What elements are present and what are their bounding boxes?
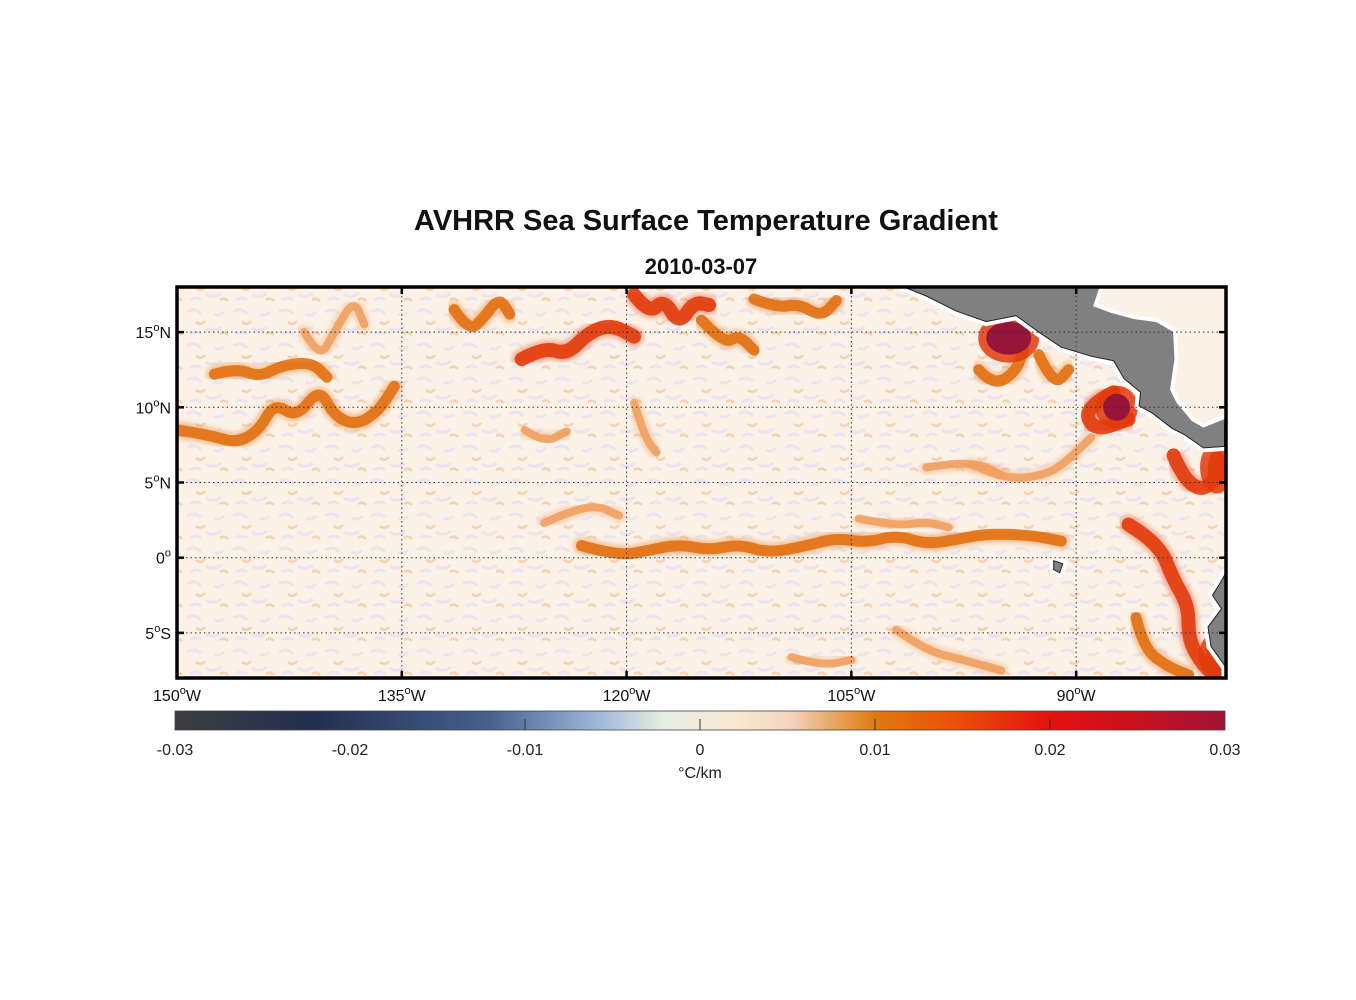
colorbar-tick-label: -0.03 — [157, 742, 194, 759]
colorbar-tick-label: -0.02 — [332, 742, 369, 759]
temperature-front — [540, 503, 624, 528]
temperature-front — [854, 514, 953, 532]
graticule — [177, 287, 1226, 678]
gradient-hotspot — [1103, 393, 1131, 421]
temperature-front — [748, 293, 842, 319]
colorbar-tick-label: 0.03 — [1209, 742, 1240, 759]
map-layers — [177, 287, 1226, 678]
caribbean-water — [1093, 287, 1226, 428]
temperature-front — [922, 459, 1006, 479]
temperature-front — [177, 380, 400, 447]
colorbar-tick-label: -0.01 — [507, 742, 544, 759]
temperature-front — [696, 314, 760, 356]
lon-tick-label: 105oW — [827, 685, 876, 705]
temperature-front — [892, 625, 1006, 675]
lon-tick-label: 90oW — [1057, 685, 1097, 705]
colorbar: -0.03 -0.02 -0.01 0 0.01 0.02 0.03 °C/km — [157, 710, 1241, 782]
temperature-front — [973, 344, 1030, 387]
temperature-front — [520, 425, 571, 444]
temperature-front — [576, 528, 1067, 560]
chart-title: AVHRR Sea Surface Temperature Gradient — [414, 205, 998, 237]
temperature-front — [448, 296, 516, 332]
lon-tick-label: 120oW — [603, 685, 652, 705]
temperature-front — [630, 398, 661, 457]
land-galapagos — [1053, 560, 1064, 574]
colorbar-unit-label: °C/km — [678, 765, 722, 782]
lat-tick-label: 5oS — [145, 623, 171, 643]
temperature-front — [1130, 612, 1194, 678]
lat-tick-label: 5oN — [144, 473, 171, 493]
temperature-front — [300, 302, 369, 355]
temperature-front — [1033, 349, 1075, 386]
colorbar-tick-label: 0.01 — [859, 742, 890, 759]
lon-tick-label: 150oW — [153, 685, 202, 705]
lon-tick-label: 135oW — [378, 685, 427, 705]
temperature-front — [627, 287, 716, 326]
chart-subtitle: 2010-03-07 — [644, 254, 758, 279]
axis-ticks: 15oN 10oN 5oN 0o 5oS 150oW 135oW 120oW 105oW 90oW — [136, 287, 1226, 705]
land-south-america-coast — [1207, 571, 1226, 678]
temperature-front — [514, 319, 642, 367]
temperature-front — [787, 652, 856, 668]
lat-tick-label: 10oN — [136, 397, 171, 417]
colorbar-tick-label: 0 — [696, 742, 705, 759]
temperature-front — [209, 357, 333, 383]
colorbar-tick-label: 0.02 — [1034, 742, 1065, 759]
lat-tick-label: 15oN — [136, 322, 171, 342]
gradient-hotspot — [986, 321, 1032, 355]
lat-tick-label: 0o — [156, 548, 171, 568]
gradient-hotspot — [1208, 449, 1226, 486]
